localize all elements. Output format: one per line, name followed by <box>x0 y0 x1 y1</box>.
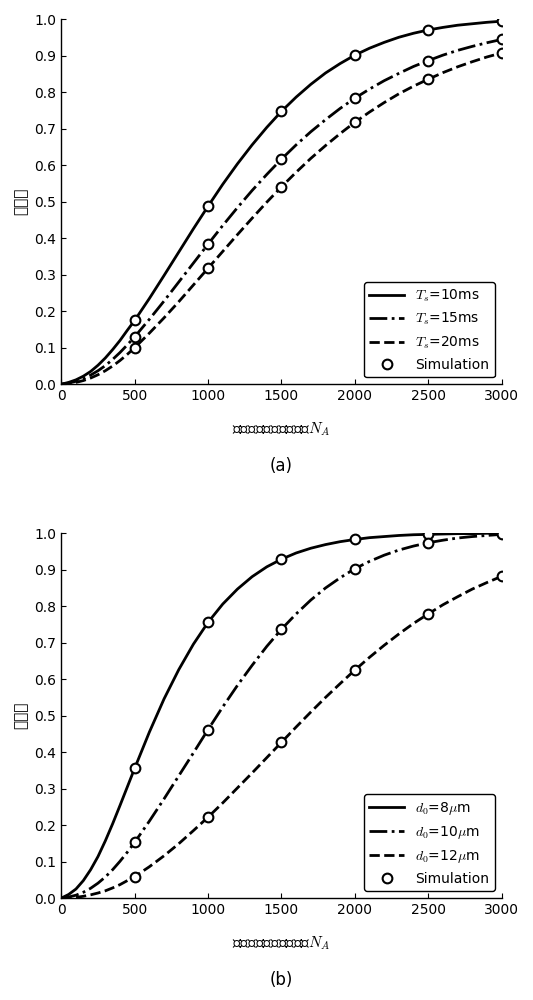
Y-axis label: 互信息: 互信息 <box>14 188 29 215</box>
Legend: $d_0$=8$\mu$m, $d_0$=10$\mu$m, $d_0$=12$\mu$m, Simulation: $d_0$=8$\mu$m, $d_0$=10$\mu$m, $d_0$=12$… <box>364 794 495 891</box>
Legend: $T_s$=10ms, $T_s$=15ms, $T_s$=20ms, Simulation: $T_s$=10ms, $T_s$=15ms, $T_s$=20ms, Simu… <box>364 282 495 377</box>
X-axis label: 每个时隙释放的分子数$N_A$: 每个时隙释放的分子数$N_A$ <box>232 935 331 952</box>
Text: (a): (a) <box>270 457 293 475</box>
Y-axis label: 互信息: 互信息 <box>14 702 29 729</box>
X-axis label: 每个时隙释放的分子数$N_A$: 每个时隙释放的分子数$N_A$ <box>232 421 331 438</box>
Text: (b): (b) <box>270 971 293 989</box>
